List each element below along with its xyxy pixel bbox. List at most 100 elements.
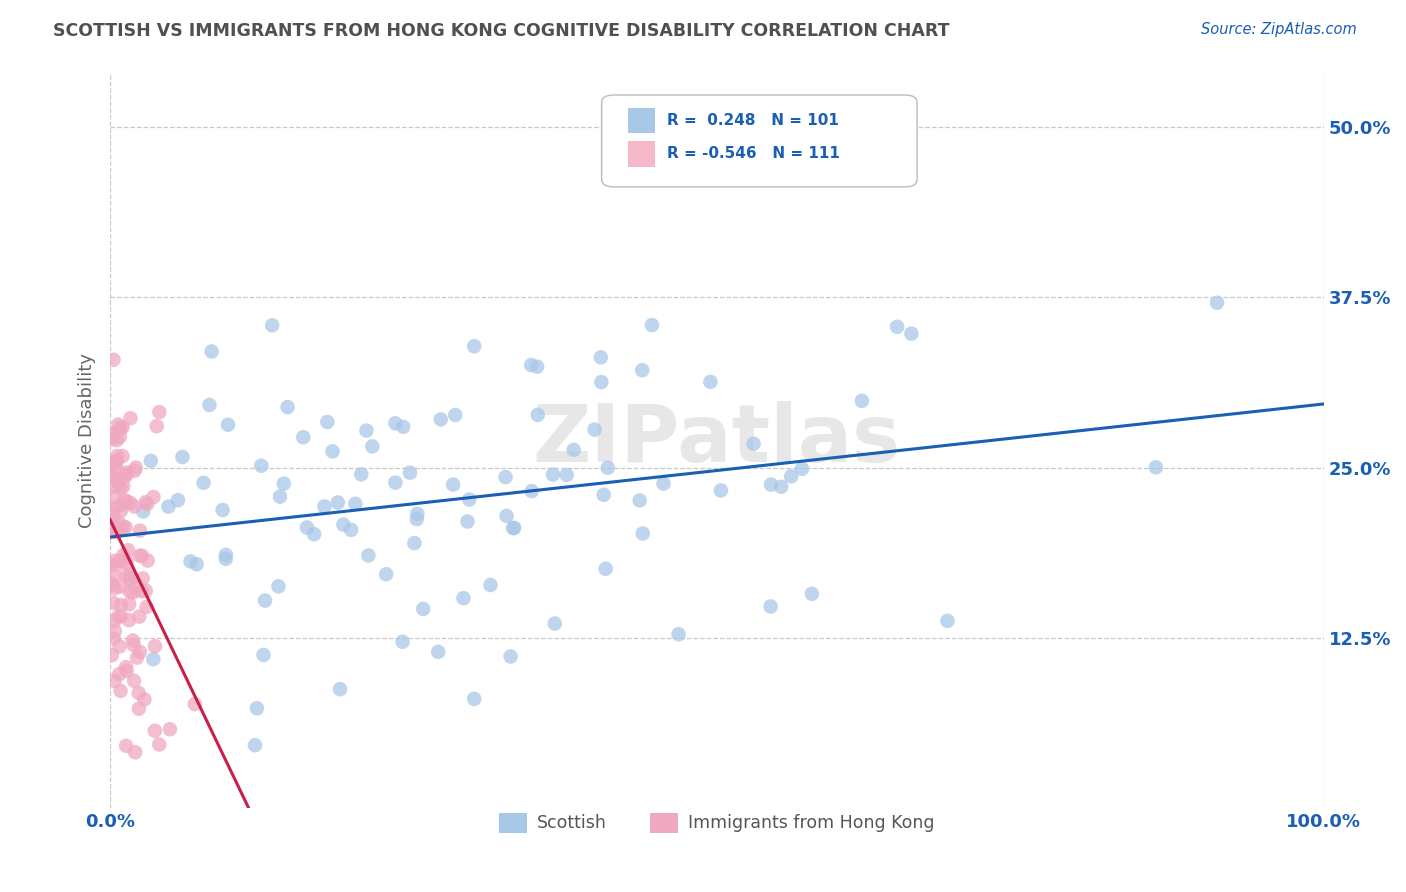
Point xyxy=(759,477,782,491)
Point xyxy=(180,554,202,568)
Point xyxy=(111,498,134,512)
Point xyxy=(112,519,135,533)
Point xyxy=(699,375,721,389)
Point xyxy=(110,481,132,495)
Point xyxy=(292,430,315,444)
Point xyxy=(132,505,155,519)
Point xyxy=(357,549,380,563)
Point xyxy=(562,442,585,457)
Point xyxy=(124,580,146,594)
Point xyxy=(128,609,150,624)
Point xyxy=(391,634,413,648)
Bar xyxy=(628,108,655,134)
Point xyxy=(326,495,349,509)
Point xyxy=(399,466,422,480)
Point xyxy=(143,639,166,653)
Point xyxy=(124,464,146,478)
Point xyxy=(101,427,124,442)
Point xyxy=(277,400,299,414)
Point xyxy=(211,503,233,517)
Point xyxy=(631,363,654,377)
Point xyxy=(1144,460,1167,475)
Point xyxy=(125,460,148,475)
Text: Source: ZipAtlas.com: Source: ZipAtlas.com xyxy=(1201,22,1357,37)
Point xyxy=(122,673,145,688)
Point xyxy=(900,326,922,341)
Point xyxy=(520,358,543,372)
Point xyxy=(215,548,238,562)
Point xyxy=(100,522,122,536)
Point xyxy=(499,649,522,664)
Point xyxy=(107,609,129,624)
Point xyxy=(302,527,325,541)
Point xyxy=(104,582,127,596)
Point xyxy=(100,648,122,663)
Point xyxy=(105,454,128,468)
Point xyxy=(583,423,606,437)
Point xyxy=(118,567,141,582)
Point xyxy=(131,584,153,599)
Point xyxy=(101,525,124,540)
Point xyxy=(172,450,194,464)
Point xyxy=(652,476,675,491)
FancyBboxPatch shape xyxy=(602,95,917,186)
Point xyxy=(101,508,124,522)
Point xyxy=(110,504,132,518)
Point xyxy=(184,697,207,711)
Point xyxy=(103,352,125,367)
Point xyxy=(463,339,485,353)
Point xyxy=(167,493,190,508)
Text: ZIPatlas: ZIPatlas xyxy=(533,401,901,479)
Point xyxy=(329,682,352,697)
Point xyxy=(668,627,690,641)
Point xyxy=(503,521,526,535)
Point xyxy=(122,585,145,599)
Point xyxy=(340,523,363,537)
Point xyxy=(118,613,141,627)
Point xyxy=(115,568,138,582)
Point xyxy=(520,484,543,499)
Point xyxy=(124,745,146,759)
Point xyxy=(139,454,162,468)
Point xyxy=(217,417,239,432)
Point xyxy=(101,468,124,483)
Point xyxy=(125,650,148,665)
Point xyxy=(851,393,873,408)
Point xyxy=(103,490,125,504)
Point xyxy=(316,415,339,429)
Point xyxy=(384,417,406,431)
Point xyxy=(129,524,152,538)
Point xyxy=(131,549,153,563)
Point xyxy=(107,475,129,490)
Point xyxy=(103,554,125,568)
Point xyxy=(444,408,467,422)
Point xyxy=(710,483,733,498)
Point xyxy=(631,526,654,541)
Point xyxy=(101,504,124,518)
Point xyxy=(120,411,142,425)
Point xyxy=(101,513,124,527)
Point xyxy=(111,420,134,434)
Point xyxy=(406,507,429,521)
Point xyxy=(269,490,291,504)
Point xyxy=(143,723,166,738)
Point xyxy=(115,739,138,753)
Point xyxy=(136,554,159,568)
Point xyxy=(100,470,122,484)
Point xyxy=(103,632,125,646)
Point xyxy=(108,640,131,654)
Point xyxy=(115,466,138,480)
Point xyxy=(122,500,145,514)
Point xyxy=(112,549,135,563)
Point xyxy=(103,458,125,473)
Point xyxy=(589,351,612,365)
Point xyxy=(110,609,132,624)
Bar xyxy=(628,141,655,167)
Point xyxy=(120,572,142,586)
Point xyxy=(100,576,122,591)
Point xyxy=(295,520,318,534)
Point xyxy=(596,460,619,475)
Point xyxy=(392,420,415,434)
Point xyxy=(104,500,127,515)
Point xyxy=(541,467,564,482)
